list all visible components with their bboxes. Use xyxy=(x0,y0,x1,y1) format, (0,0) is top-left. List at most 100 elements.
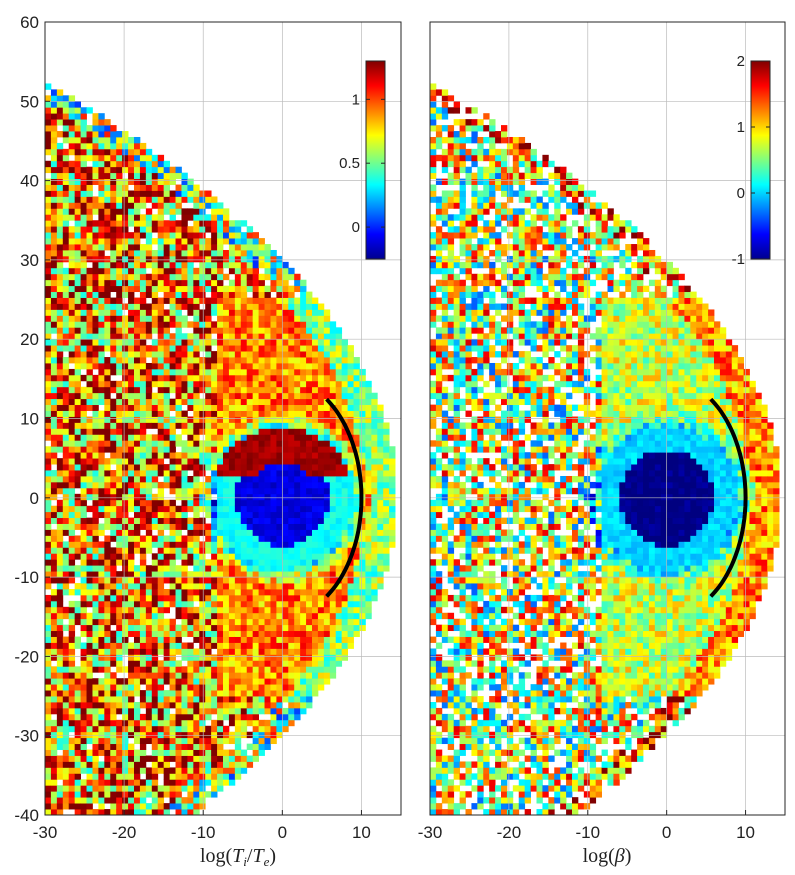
heatmap-cell xyxy=(264,654,271,661)
heatmap-cell xyxy=(116,731,123,739)
heatmap-cell xyxy=(68,327,76,334)
heatmap-cell xyxy=(193,255,200,263)
heatmap-cell xyxy=(252,678,259,685)
heatmap-cell xyxy=(116,571,123,578)
heatmap-cell xyxy=(145,404,153,411)
heatmap-cell xyxy=(50,803,58,810)
heatmap-cell xyxy=(86,678,93,685)
heatmap-cell xyxy=(80,654,87,661)
heatmap-cell xyxy=(175,279,182,287)
heatmap-cell xyxy=(300,672,307,679)
heatmap-cell xyxy=(98,511,105,519)
heatmap-cell xyxy=(288,493,295,501)
heatmap-cell xyxy=(264,273,271,281)
heatmap-cell xyxy=(240,416,248,423)
heatmap-cell xyxy=(145,386,153,394)
heatmap-cell xyxy=(80,684,87,691)
heatmap-cell xyxy=(45,131,52,138)
heatmap-cell xyxy=(175,583,182,590)
heatmap-cell xyxy=(329,642,337,649)
heatmap-cell xyxy=(276,493,283,501)
heatmap-cell xyxy=(50,95,58,102)
heatmap-cell xyxy=(56,351,64,358)
heatmap-cell xyxy=(139,499,147,507)
heatmap-cell xyxy=(157,357,165,364)
heatmap-cell xyxy=(50,172,58,180)
heatmap-cell xyxy=(122,636,129,643)
heatmap-cell xyxy=(151,654,159,661)
heatmap-cell xyxy=(80,511,87,519)
heatmap-cell xyxy=(74,291,81,298)
heatmap-cell xyxy=(294,553,301,560)
heatmap-cell xyxy=(335,642,343,649)
heatmap-cell xyxy=(50,196,58,203)
heatmap-cell xyxy=(122,493,129,501)
heatmap-cell xyxy=(187,678,194,685)
heatmap-cell xyxy=(122,226,129,233)
heatmap-cell xyxy=(211,321,218,328)
heatmap-cell xyxy=(50,249,58,257)
heatmap-cell xyxy=(98,589,105,596)
heatmap-cell xyxy=(193,618,200,626)
heatmap-cell xyxy=(151,226,159,233)
heatmap-cell xyxy=(335,612,343,620)
heatmap-cell xyxy=(276,719,283,727)
heatmap-cell xyxy=(288,333,295,340)
heatmap-cell xyxy=(246,606,254,614)
heatmap-cell xyxy=(122,707,129,715)
heatmap-cell xyxy=(110,321,117,328)
heatmap-cell xyxy=(45,624,52,632)
heatmap-cell xyxy=(86,672,93,679)
heatmap-cell xyxy=(104,797,111,804)
heatmap-cell xyxy=(45,618,52,626)
heatmap-cell xyxy=(175,172,182,180)
heatmap-cell xyxy=(193,398,200,406)
heatmap-cell xyxy=(128,136,135,144)
heatmap-cell xyxy=(134,255,141,263)
heatmap-cell xyxy=(139,666,147,673)
heatmap-cell xyxy=(45,702,52,709)
heatmap-cell xyxy=(193,475,200,483)
heatmap-cell xyxy=(252,487,259,495)
heatmap-cell xyxy=(163,707,170,715)
heatmap-cell xyxy=(157,660,165,667)
heatmap-cell xyxy=(50,779,58,786)
heatmap-cell xyxy=(276,541,283,548)
heatmap-cell xyxy=(217,642,224,649)
heatmap-cell xyxy=(312,392,319,400)
heatmap-cell xyxy=(163,606,170,614)
heatmap-cell xyxy=(353,547,360,554)
heatmap-cell xyxy=(300,606,307,614)
heatmap-cell xyxy=(139,541,147,548)
heatmap-cell xyxy=(50,797,58,804)
heatmap-cell xyxy=(205,791,212,798)
heatmap-cell xyxy=(187,440,194,447)
heatmap-cell xyxy=(145,333,153,340)
heatmap-cell xyxy=(205,339,212,346)
heatmap-cell xyxy=(264,737,271,745)
heatmap-cell xyxy=(68,351,76,358)
heatmap-cell xyxy=(50,589,58,596)
heatmap-cell xyxy=(240,392,248,400)
heatmap-cell xyxy=(122,190,129,197)
heatmap-cell xyxy=(341,416,348,423)
heatmap-cell xyxy=(68,481,76,489)
heatmap-cell xyxy=(86,737,93,745)
heatmap-cell xyxy=(329,374,337,382)
heatmap-cell xyxy=(276,291,283,298)
heatmap-cell xyxy=(74,410,81,417)
heatmap-cell xyxy=(246,743,254,750)
heatmap-cell xyxy=(56,285,64,293)
heatmap-cell xyxy=(353,398,360,406)
heatmap-cell xyxy=(62,654,70,661)
heatmap-cell xyxy=(128,785,135,792)
heatmap-cell xyxy=(116,255,123,263)
heatmap-cell xyxy=(157,725,165,733)
heatmap-cell xyxy=(288,464,295,471)
heatmap-cell xyxy=(145,630,153,637)
heatmap-cell xyxy=(323,583,331,590)
heatmap-cell xyxy=(282,660,289,667)
heatmap-cell xyxy=(163,660,170,667)
heatmap-cell xyxy=(264,422,271,429)
heatmap-cell xyxy=(56,761,64,768)
